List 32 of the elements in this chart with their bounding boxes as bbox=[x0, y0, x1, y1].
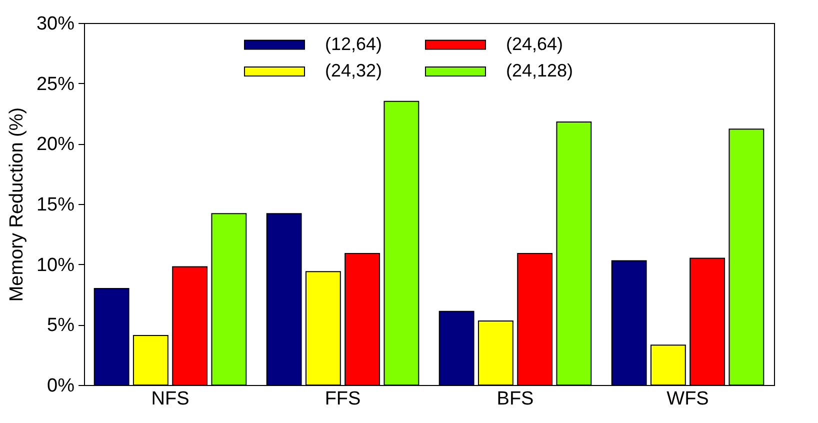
bar bbox=[94, 288, 130, 386]
legend-label: (24,64) bbox=[506, 34, 564, 54]
legend-label: (24,128) bbox=[506, 60, 574, 80]
y-axis-title: Memory Reduction (%) bbox=[6, 107, 28, 302]
bar bbox=[305, 271, 341, 386]
y-tick-label: 0% bbox=[47, 376, 75, 396]
bar bbox=[132, 335, 168, 386]
y-tick-label: 25% bbox=[36, 74, 75, 95]
bar bbox=[517, 252, 553, 386]
x-tick-label: NFS bbox=[151, 388, 190, 410]
y-tick-label: 30% bbox=[36, 14, 75, 34]
bar bbox=[690, 258, 726, 386]
bar bbox=[478, 320, 514, 386]
legend-label: (24,32) bbox=[325, 60, 382, 80]
bar bbox=[211, 213, 247, 386]
y-tick-label: 10% bbox=[36, 254, 75, 276]
bar bbox=[438, 310, 474, 386]
legend-label: (12,64) bbox=[325, 34, 382, 54]
y-tick-label: 5% bbox=[47, 315, 75, 336]
bar bbox=[728, 128, 764, 386]
y-tick-label: 15% bbox=[36, 194, 75, 216]
bar bbox=[384, 100, 420, 386]
bar bbox=[344, 252, 380, 386]
bar bbox=[266, 213, 302, 386]
bar bbox=[611, 260, 647, 386]
x-tick-label: BFS bbox=[496, 388, 534, 410]
bar bbox=[650, 344, 686, 386]
y-tick-label: 20% bbox=[36, 134, 75, 156]
x-tick-label: WFS bbox=[666, 388, 709, 410]
bar bbox=[172, 266, 208, 386]
bar bbox=[556, 121, 592, 386]
x-tick-label: FFS bbox=[324, 388, 361, 410]
